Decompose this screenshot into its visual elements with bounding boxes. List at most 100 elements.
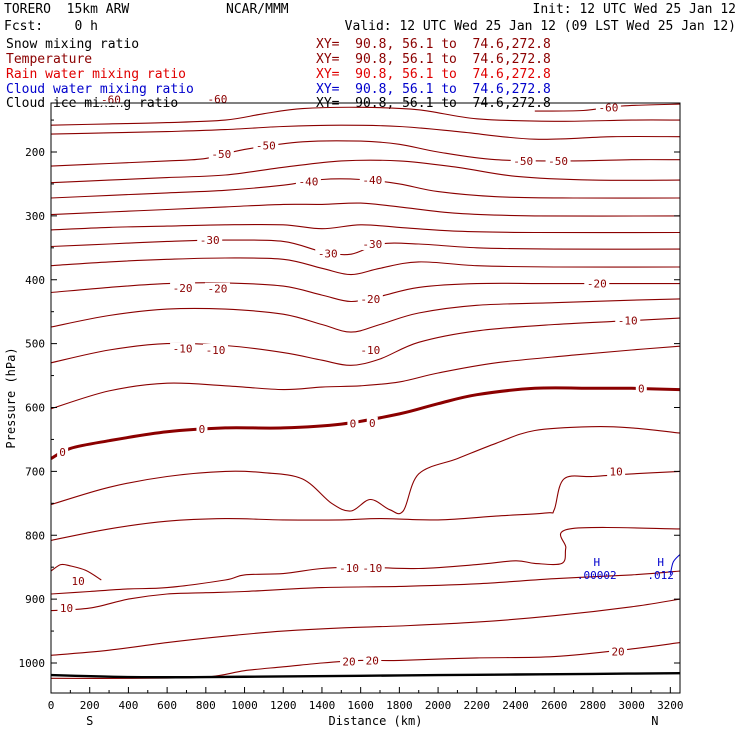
- y-tick-label: 900: [25, 593, 45, 606]
- contour-label-bg: [69, 575, 88, 588]
- x-tick-label: 3200: [657, 699, 684, 712]
- init-label: Init: 12 UTC Wed 25 Jan 12: [532, 2, 737, 17]
- x-tick-label: 2400: [502, 699, 529, 712]
- contour-label-bg: [359, 561, 385, 574]
- cloud-max-letter: H: [657, 556, 664, 569]
- contour-label-bg: [204, 92, 230, 105]
- x-tick-label: 600: [157, 699, 177, 712]
- contour-label: -10: [362, 562, 382, 575]
- y-tick-label: 1000: [19, 657, 46, 670]
- contour-label-bg: [359, 174, 385, 187]
- contour-label: -20: [587, 278, 607, 291]
- plot-frame: [50, 102, 681, 694]
- cloud-water-contour: [669, 554, 680, 576]
- field-xy-temperature: XY= 90.8, 56.1 to 74.6,272.8: [316, 52, 551, 67]
- x-tick-label: 400: [118, 699, 138, 712]
- contour-label: 0: [59, 446, 66, 459]
- x-tick-label: 2600: [541, 699, 568, 712]
- contour-label-bg: [170, 282, 196, 295]
- x-tick-label: 2800: [580, 699, 607, 712]
- y-tick-label: 200: [25, 146, 45, 159]
- contour-label: -60: [101, 94, 121, 107]
- cloud-max-letter: H: [593, 556, 600, 569]
- y-tick-label: 400: [25, 274, 45, 287]
- model-label: TORERO 15km ARW: [4, 2, 130, 17]
- contour-label: -20: [173, 282, 193, 295]
- contour-label-bg: [197, 234, 223, 247]
- contour-line-5: [51, 425, 680, 515]
- x-tick-label: 1000: [231, 699, 258, 712]
- field-name-rain: Rain water mixing ratio: [6, 67, 187, 82]
- cloud-max-value: .00002: [577, 569, 617, 582]
- y-tick-label: 500: [25, 338, 45, 351]
- field-xy-cloud-water: XY= 90.8, 56.1 to 74.6,272.8: [316, 82, 551, 97]
- x-tick-label: 1600: [347, 699, 374, 712]
- contour-label: -10: [618, 315, 638, 328]
- contour-line--40: [51, 178, 680, 199]
- contour-line--5: [51, 345, 680, 410]
- valid-label: Valid: 12 UTC Wed 25 Jan 12 (09 LST Wed …: [344, 19, 736, 34]
- cloud-max-value: .012: [647, 569, 674, 582]
- contour-label-bg: [170, 342, 196, 355]
- contour-label-bg: [357, 292, 383, 305]
- x-tick-label: 1400: [309, 699, 336, 712]
- contour-label: 20: [366, 654, 379, 667]
- y-tick-label: 600: [25, 402, 45, 415]
- contour-line-10: [51, 470, 680, 541]
- contour-label-bg: [57, 446, 69, 459]
- contour-label: -60: [208, 93, 228, 106]
- contour-label: -50: [256, 140, 276, 153]
- contour-label-bg: [208, 147, 234, 160]
- contour-label: -50: [211, 148, 231, 161]
- field-name-cloud-water: Cloud water mixing ratio: [6, 82, 194, 97]
- x-tick-label: 800: [196, 699, 216, 712]
- contour-label: -50: [513, 155, 533, 168]
- contour-label-bg: [295, 175, 321, 188]
- contour-label-bg: [366, 416, 378, 429]
- contour-label: -20: [360, 293, 380, 306]
- contour-line--60a: [51, 94, 680, 100]
- contour-line--10: [51, 317, 680, 366]
- x-tick-label: 3000: [618, 699, 645, 712]
- contour-line--30: [51, 239, 680, 256]
- contour-label: -30: [362, 238, 382, 251]
- contour-line--15: [51, 298, 680, 333]
- contour-label: -30: [318, 248, 338, 261]
- y-axis-title: Pressure (hPa): [4, 347, 18, 448]
- contour-line--50: [51, 140, 680, 167]
- contour-label-bg: [196, 423, 208, 436]
- contour-line--35: [51, 202, 680, 217]
- x-tick-label: 0: [48, 699, 55, 712]
- contour-label: 20: [611, 646, 624, 659]
- contour-label-bg: [607, 465, 626, 478]
- contour-label: 20: [342, 656, 355, 669]
- field-xy-snow: XY= 90.8, 56.1 to 74.6,272.8: [316, 37, 551, 52]
- contour-label: -10: [173, 343, 193, 356]
- south-end-label: S: [86, 714, 93, 728]
- contour-label: -60: [598, 101, 618, 114]
- contour-line--25: [51, 257, 680, 276]
- contour-label: -40: [362, 174, 382, 187]
- y-tick-label: 800: [25, 529, 45, 542]
- contour-label-bg: [315, 247, 341, 260]
- contour-label-bg: [253, 139, 279, 152]
- contour-label: 0: [350, 417, 357, 430]
- contour-label-bg: [357, 344, 383, 357]
- contour-label: 0: [638, 382, 645, 395]
- contour-line--55b: [51, 124, 680, 140]
- contour-line--20: [51, 282, 680, 303]
- contour-label: -10: [360, 344, 380, 357]
- contour-label: -10: [339, 562, 359, 575]
- contour-line--55: [51, 106, 680, 126]
- contour-label-bg: [584, 277, 610, 290]
- temperature-contours: [51, 94, 680, 679]
- contour-line-15: [51, 570, 680, 612]
- contour-label: -50: [548, 155, 568, 168]
- y-tick-label: 300: [25, 210, 45, 223]
- contour-label-bg: [595, 101, 621, 114]
- contour-label-bg: [609, 645, 628, 658]
- contour-label: -10: [206, 344, 226, 357]
- contour-label-bg: [363, 654, 382, 667]
